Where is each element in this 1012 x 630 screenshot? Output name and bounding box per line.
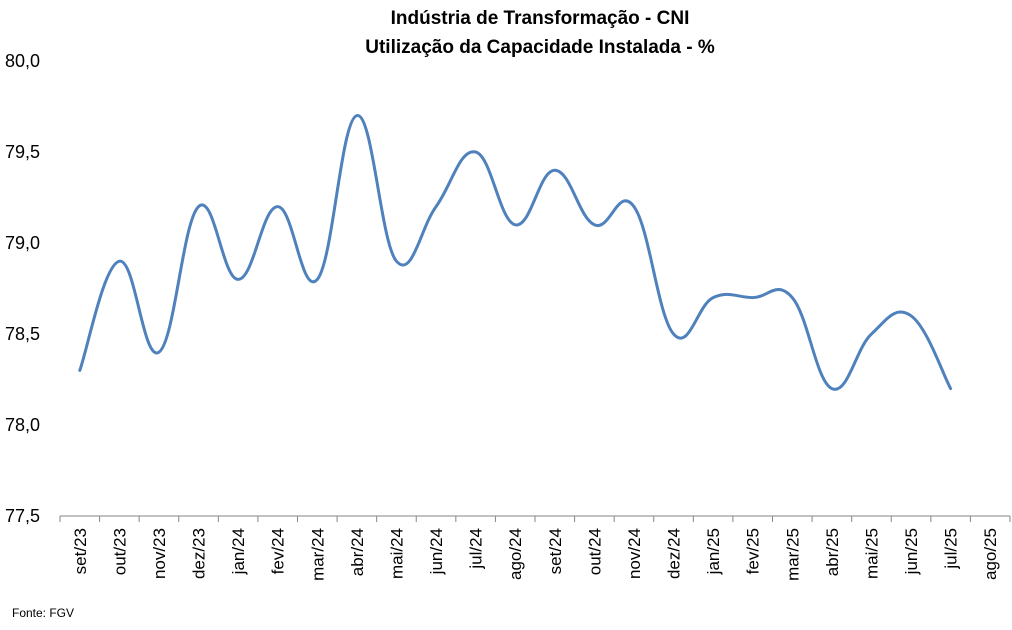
y-tick-label: 79,0 bbox=[5, 233, 40, 253]
x-tick-label: out/24 bbox=[585, 528, 604, 575]
x-tick-label: jan/25 bbox=[704, 528, 723, 575]
x-tick-label: mar/24 bbox=[308, 528, 327, 581]
x-tick-label: jun/24 bbox=[427, 528, 446, 575]
y-tick-label: 77,5 bbox=[5, 506, 40, 526]
x-tick-label: fev/24 bbox=[269, 528, 288, 574]
x-tick-label: out/23 bbox=[110, 528, 129, 575]
x-tick-label: fev/25 bbox=[744, 528, 763, 574]
y-tick-label: 79,5 bbox=[5, 142, 40, 162]
x-tick-label: abr/24 bbox=[348, 528, 367, 576]
x-tick-label: ago/25 bbox=[981, 528, 1000, 580]
x-axis: set/23 out/23 nov/23 dez/23 jan/24 fev/24 mar/… bbox=[59, 515, 1011, 581]
source-note: Fonte: FGV bbox=[12, 606, 74, 620]
x-tick-label: ago/24 bbox=[506, 528, 525, 580]
x-tick-label: nov/23 bbox=[150, 528, 169, 579]
x-tick-label: set/24 bbox=[546, 528, 565, 574]
plot-area bbox=[78, 114, 953, 391]
chart-title: Indústria de Transformação - CNI bbox=[391, 8, 690, 29]
x-tick-label: jun/25 bbox=[902, 528, 921, 575]
chart-subtitle: Utilização da Capacidade Instalada - % bbox=[365, 37, 715, 58]
x-tick-label: jul/25 bbox=[942, 528, 961, 570]
x-tick-label: mar/25 bbox=[783, 528, 802, 581]
y-tick-label: 78,0 bbox=[5, 415, 40, 435]
y-axis: 77,5 78,0 78,5 79,0 79,5 80,0 bbox=[5, 51, 40, 526]
x-tick-label: dez/23 bbox=[190, 528, 209, 579]
x-tick-label: mai/25 bbox=[862, 528, 881, 579]
series-line bbox=[78, 114, 953, 391]
y-tick-label: 80,0 bbox=[5, 51, 40, 71]
x-tick-label: set/23 bbox=[71, 528, 90, 574]
x-tick-label: nov/24 bbox=[625, 528, 644, 579]
y-tick-label: 78,5 bbox=[5, 324, 40, 344]
x-tick-label: jan/24 bbox=[229, 528, 248, 575]
x-tick-label: jul/24 bbox=[467, 528, 486, 570]
x-tick-label: dez/24 bbox=[665, 528, 684, 579]
x-tick-label: mai/24 bbox=[387, 528, 406, 579]
x-tick-label: abr/25 bbox=[823, 528, 842, 576]
